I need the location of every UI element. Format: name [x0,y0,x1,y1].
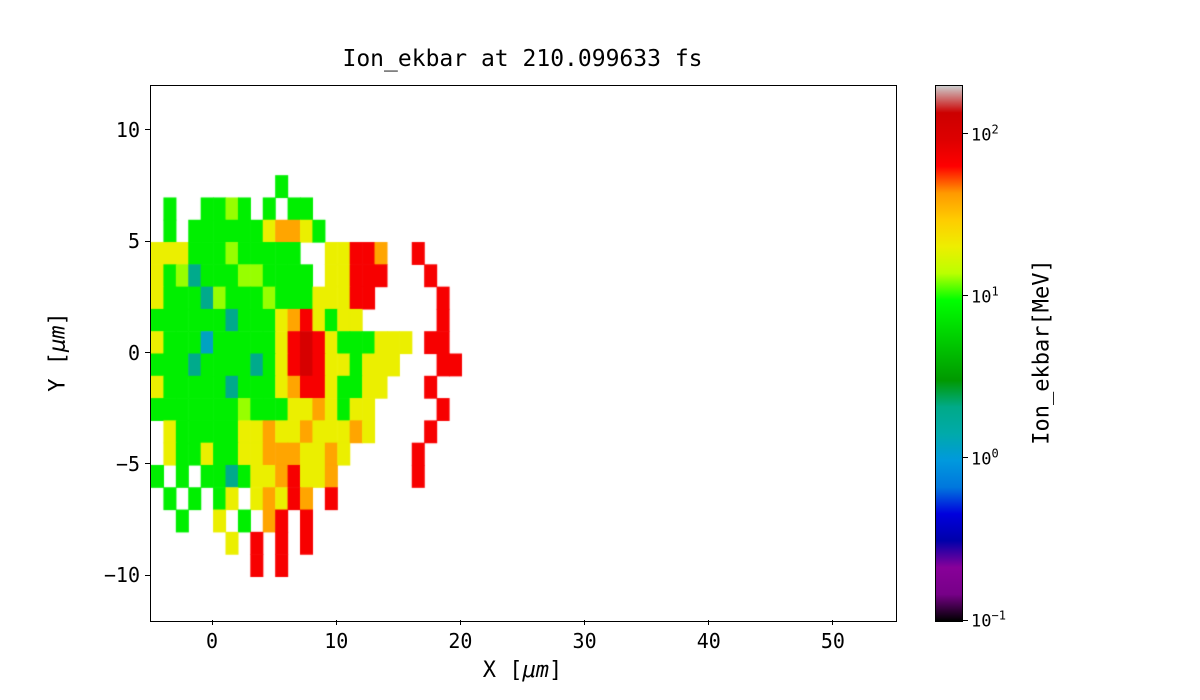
x-tick-mark [584,620,586,625]
y-tick-label: 0 [127,340,140,365]
colorbar-tick-label: 100 [971,446,999,470]
x-tick-label: 30 [572,629,597,653]
x-tick-mark [832,620,834,625]
colorbar-tick-label: 102 [971,122,999,146]
x-tick-label: 50 [820,629,845,653]
x-tick-label: 40 [696,629,721,653]
x-axis-label-suffix: ] [549,658,563,683]
y-tick-mark [145,129,150,131]
plot-area [150,85,897,622]
y-tick-label: −5 [115,451,140,476]
colorbar-label: Ion_ekbar[MeV] [1029,259,1055,445]
y-tick-label: 10 [115,117,140,142]
x-tick-label: 20 [448,629,473,653]
x-axis-label-prefix: X [ [482,658,523,683]
x-tick-mark [708,620,710,625]
colorbar-tick-mark [963,457,968,459]
x-tick-mark [211,620,213,625]
y-tick-mark [145,352,150,353]
x-tick-label: 0 [206,629,219,653]
plot-title: Ion_ekbar at 210.099633 fs [342,46,703,72]
colorbar-tick-mark [963,295,968,297]
colorbar-gradient [936,86,962,621]
y-axis-label-suffix: ] [45,312,71,326]
colorbar-tick-label: 10−1 [971,608,1006,632]
y-tick-mark [145,463,150,465]
colorbar-tick-mark [963,133,968,135]
colorbar-tick-mark [963,619,968,621]
y-tick-mark [145,574,150,576]
y-tick-mark [145,240,150,242]
x-axis-label: X [μm] [150,658,895,683]
x-axis-label-unit: μm [522,658,550,683]
heatmap-canvas [151,86,896,621]
colorbar [935,85,963,622]
y-tick-label: −10 [103,563,140,588]
colorbar-tick-label: 101 [971,284,999,308]
x-tick-mark [335,620,337,625]
x-tick-mark [459,620,461,625]
x-tick-label: 10 [324,629,349,653]
y-tick-label: 5 [127,229,140,254]
